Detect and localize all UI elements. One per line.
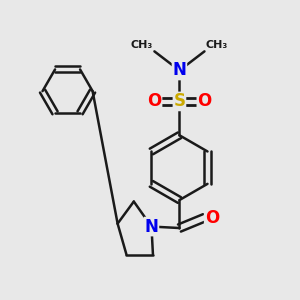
- Text: N: N: [145, 218, 158, 236]
- Text: S: S: [173, 92, 185, 110]
- Text: O: O: [197, 92, 212, 110]
- Text: CH₃: CH₃: [131, 40, 153, 50]
- Text: O: O: [147, 92, 161, 110]
- Text: N: N: [172, 61, 186, 80]
- Text: O: O: [205, 209, 219, 227]
- Text: CH₃: CH₃: [206, 40, 228, 50]
